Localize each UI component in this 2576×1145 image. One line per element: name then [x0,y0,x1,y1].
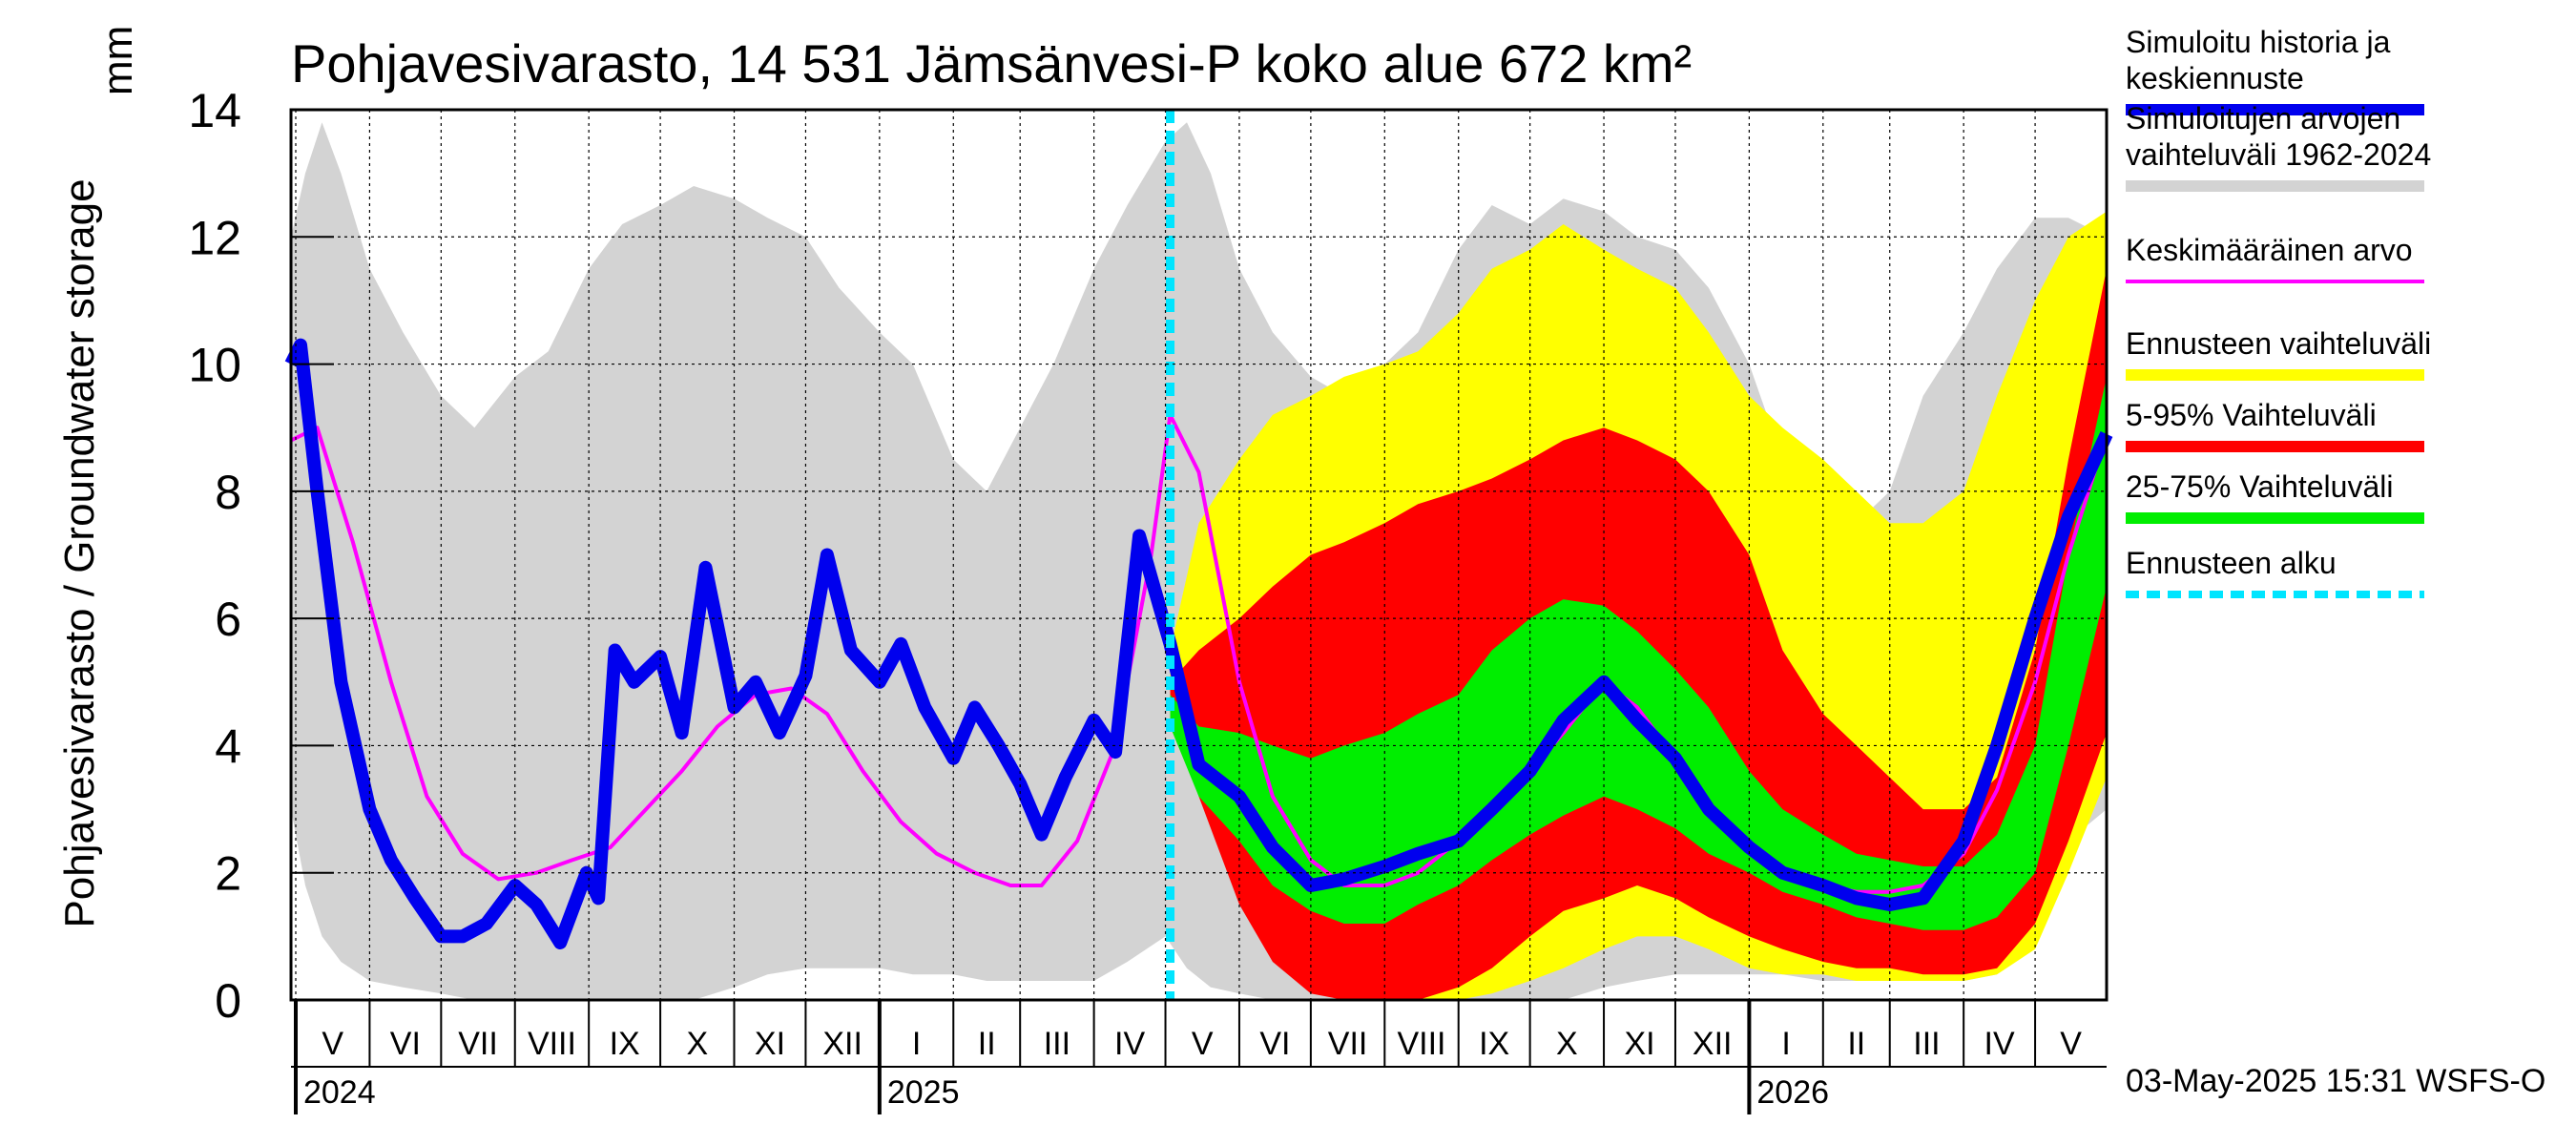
plot-area [284,110,2113,1001]
legend-label: Simuloitujen arvojen [2126,101,2400,135]
month-label: VI [390,1026,421,1062]
month-label: IX [610,1026,640,1062]
month-label: VII [1328,1026,1368,1062]
chart-title: Pohjavesivarasto, 14 531 Jämsänvesi-P ko… [291,33,1692,94]
y-tick-label: 0 [215,974,241,1028]
legend-label: keskiennuste [2126,61,2304,95]
month-label: I [912,1026,921,1062]
y-tick-label: 2 [215,847,241,901]
month-label: III [1913,1026,1940,1062]
month-label: XII [822,1026,862,1062]
month-label: II [978,1026,996,1062]
legend-label: Simuloitu historia ja [2126,25,2391,59]
month-label: VI [1259,1026,1290,1062]
legend-label: vaihteluväli 1962-2024 [2126,137,2431,172]
legend-label: Ennusteen vaihteluväli [2126,326,2431,361]
month-label: III [1044,1026,1070,1062]
y-axis-label: Pohjavesivarasto / Groundwater storage [56,178,103,927]
y-tick-label: 6 [215,593,241,646]
month-label: IX [1479,1026,1509,1062]
footer-timestamp: 03-May-2025 15:31 WSFS-O [2126,1063,2545,1099]
month-label: XII [1693,1026,1733,1062]
month-label: X [686,1026,708,1062]
month-label: VII [458,1026,498,1062]
month-label: I [1781,1026,1790,1062]
series-line-simuloitu-historia-ja-keskiennuste [284,338,2113,949]
legend-label: 25-75% Vaihteluväli [2126,469,2393,504]
year-label: 2026 [1756,1074,1829,1111]
month-label: II [1847,1026,1865,1062]
legend-label: Ennusteen alku [2126,546,2337,580]
y-tick-label: 4 [215,719,241,773]
band-25-75-vaihteluv-li [1170,376,2107,930]
y-tick-label: 12 [188,211,241,264]
plot-frame [289,108,2109,1002]
month-label: XI [1624,1026,1654,1062]
month-label: VIII [528,1026,576,1062]
month-label: V [322,1026,343,1062]
month-label: V [1192,1026,1214,1062]
month-label: V [2060,1026,2082,1062]
month-label: IV [1984,1026,2015,1062]
month-label: XI [755,1026,785,1062]
legend-label: 5-95% Vaihteluväli [2126,398,2377,432]
y-tick-label: 10 [188,339,241,392]
year-label: 2024 [303,1074,376,1111]
y-axis-unit: mm [94,26,141,95]
y-tick-label: 8 [215,466,241,519]
y-tick-label: 14 [188,84,241,137]
legend-label: Keskimääräinen arvo [2126,233,2413,267]
month-label: X [1556,1026,1578,1062]
month-label: VIII [1397,1026,1445,1062]
month-label: IV [1114,1026,1145,1062]
year-label: 2025 [887,1074,960,1111]
